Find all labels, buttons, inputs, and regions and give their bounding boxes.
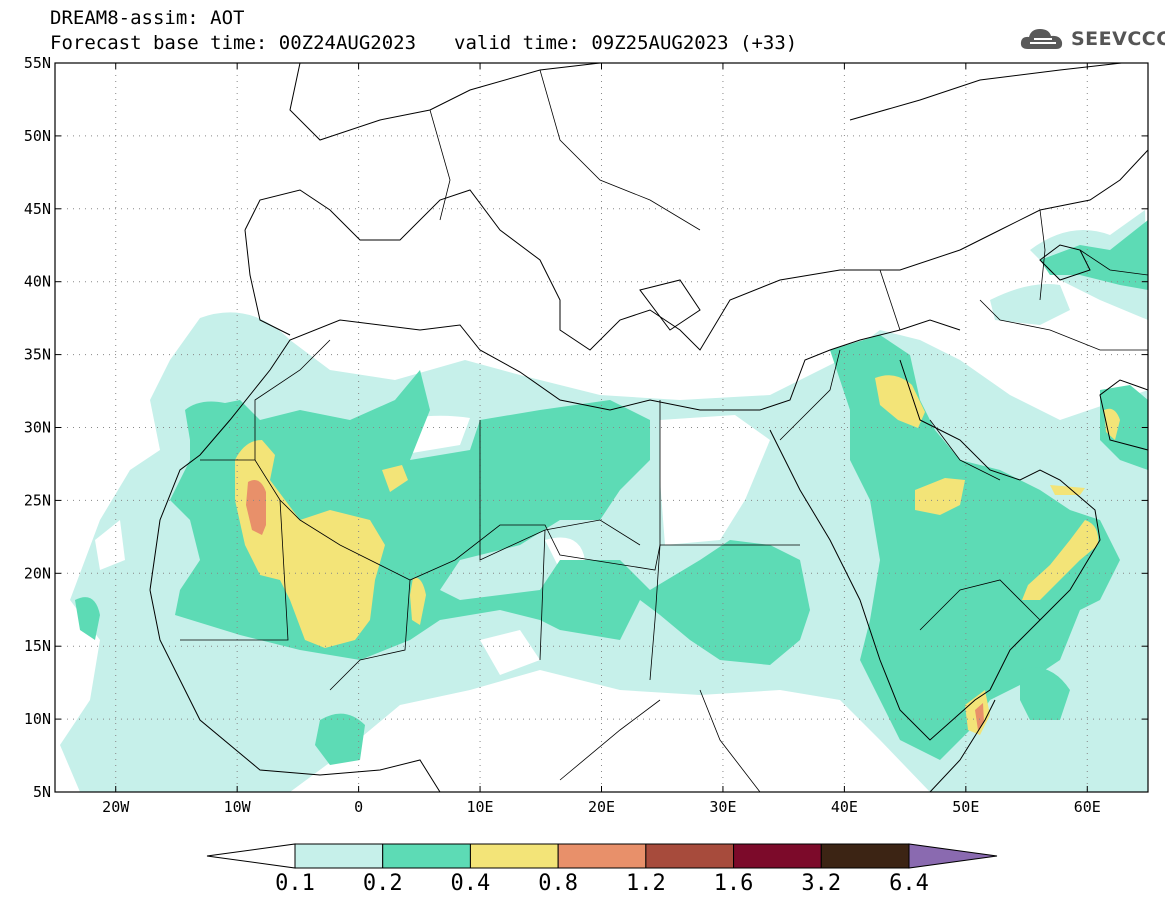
colorbar-box — [645, 843, 735, 869]
coastlines — [149, 63, 1148, 792]
colorbar-box — [294, 843, 384, 869]
base-time-label: Forecast base time: 00Z24AUG2023 — [50, 32, 417, 54]
lat-label: 10N — [24, 710, 51, 728]
chart-title: DREAM8-assim: AOT — [50, 7, 245, 29]
lat-label: 55N — [24, 54, 51, 72]
lat-label: 50N — [24, 127, 51, 145]
axis-ticks — [55, 62, 1148, 793]
valid-time-label: valid time: 09Z25AUG2023 (+33) — [454, 32, 798, 54]
longitude-labels: 20W 10W 0 10E 20E 30E 40E 50E 60E — [102, 798, 1101, 816]
cloud-icon — [1020, 29, 1063, 49]
colorbar-label: 1.6 — [714, 871, 754, 896]
colorbar-low-arrow — [206, 843, 296, 869]
seevccc-logo: SEEVCCC — [1018, 25, 1165, 53]
colorbar-label: 0.1 — [275, 871, 315, 896]
lon-label: 20W — [102, 798, 130, 816]
lat-label: 35N — [24, 346, 51, 364]
colorbar-box — [820, 843, 910, 869]
lat-label: 25N — [24, 491, 51, 509]
colorbar-high-arrow — [908, 843, 998, 869]
aot-level-0.8 — [246, 479, 984, 730]
colorbar-box — [557, 843, 647, 869]
lat-label: 5N — [33, 783, 51, 801]
lon-label: 10E — [467, 798, 494, 816]
logo-text: SEEVCCC — [1071, 28, 1165, 50]
colorbar-labels: 0.1 0.2 0.4 0.8 1.2 1.6 3.2 6.4 — [275, 871, 929, 896]
lat-label: 45N — [24, 200, 51, 218]
lat-label: 30N — [24, 419, 51, 437]
lat-label: 20N — [24, 564, 51, 582]
lon-label: 10W — [224, 798, 252, 816]
chart-subtitle: Forecast base time: 00Z24AUG2023 valid ti… — [50, 33, 797, 53]
graticule — [55, 63, 1148, 792]
lon-label: 60E — [1074, 798, 1101, 816]
colorbar-label: 6.4 — [889, 871, 929, 896]
latitude-labels: 55N 50N 45N 40N 35N 30N 25N 20N 15N 10N 5N — [24, 54, 51, 801]
aot-level-0.4 — [235, 375, 1120, 735]
colorbar-label: 0.4 — [451, 871, 491, 896]
colorbar-label: 3.2 — [801, 871, 841, 896]
lat-label: 40N — [24, 273, 51, 291]
colorbar — [206, 843, 998, 869]
lon-label: 0 — [354, 798, 363, 816]
lon-label: 20E — [588, 798, 615, 816]
lon-label: 40E — [831, 798, 858, 816]
colorbar-box — [382, 843, 471, 869]
lon-label: 30E — [709, 798, 736, 816]
lon-label: 50E — [952, 798, 979, 816]
country-borders — [180, 69, 1148, 792]
colorbar-label: 0.8 — [538, 871, 578, 896]
colorbar-box — [733, 843, 822, 869]
colorbar-label: 0.2 — [363, 871, 403, 896]
aot-field — [60, 210, 1148, 792]
lat-label: 15N — [24, 637, 51, 655]
colorbar-box — [469, 843, 559, 869]
colorbar-label: 1.2 — [626, 871, 666, 896]
